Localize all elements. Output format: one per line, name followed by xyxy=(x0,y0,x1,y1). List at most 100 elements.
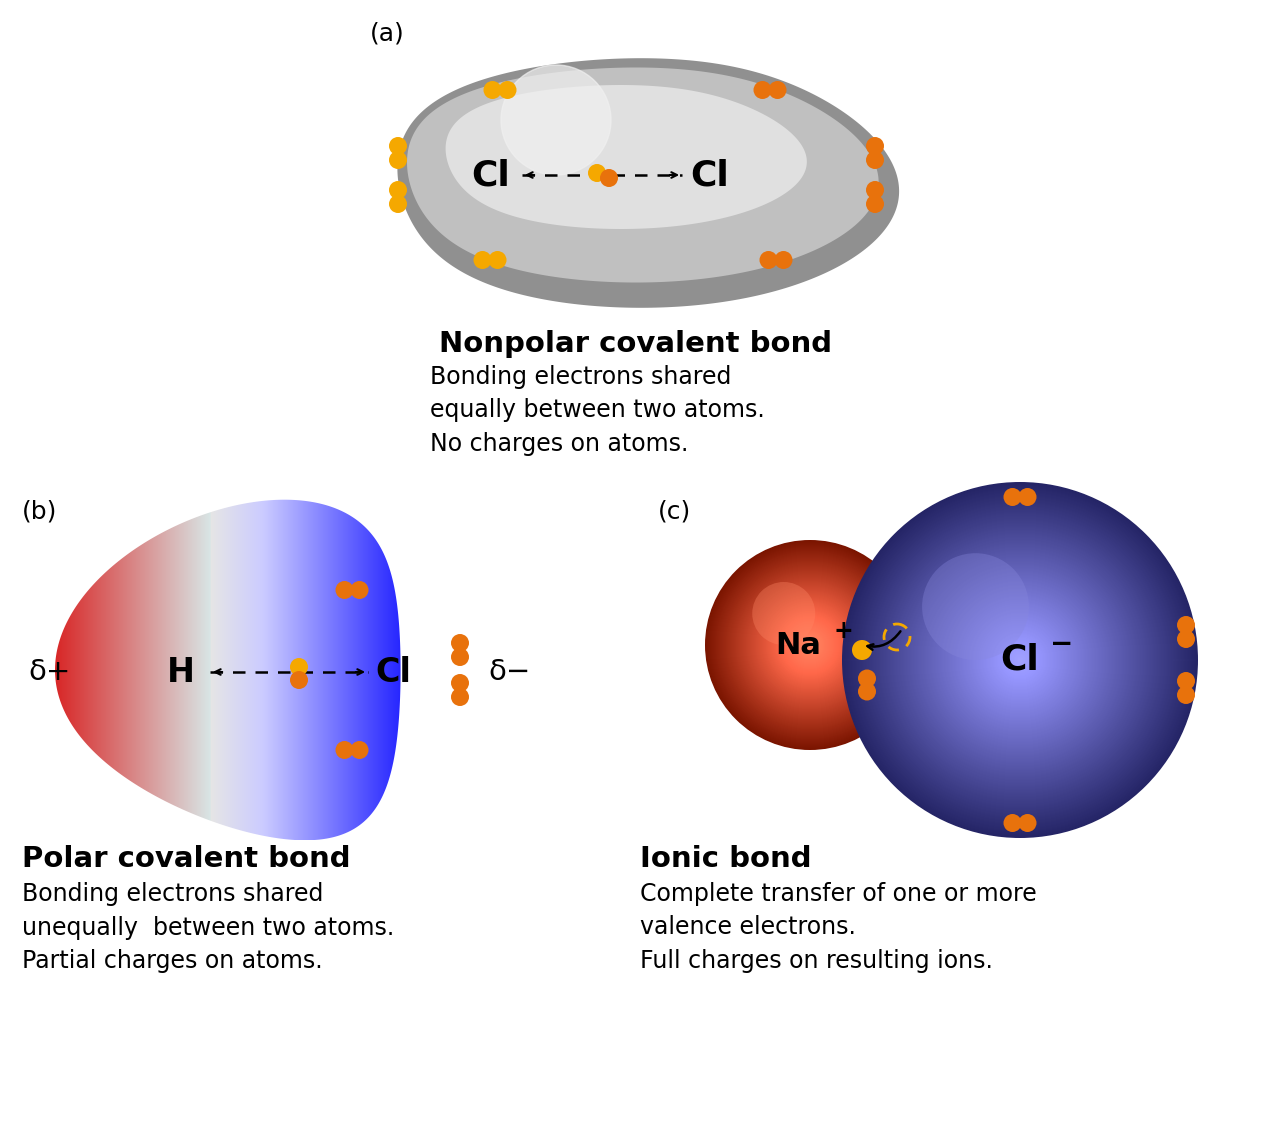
Circle shape xyxy=(879,519,1161,801)
Circle shape xyxy=(748,583,873,707)
Circle shape xyxy=(1015,655,1025,665)
Circle shape xyxy=(918,557,1122,763)
Circle shape xyxy=(963,603,1077,717)
Text: Complete transfer of one or more
valence electrons.
Full charges on resulting io: Complete transfer of one or more valence… xyxy=(640,881,1037,973)
Circle shape xyxy=(290,671,308,689)
Circle shape xyxy=(706,540,915,749)
Circle shape xyxy=(932,572,1108,748)
Circle shape xyxy=(854,494,1186,826)
Circle shape xyxy=(949,589,1091,731)
Circle shape xyxy=(712,547,908,743)
Circle shape xyxy=(709,543,912,747)
Circle shape xyxy=(717,552,903,738)
Circle shape xyxy=(842,482,1198,838)
Circle shape xyxy=(865,505,1175,815)
Circle shape xyxy=(806,641,814,649)
Circle shape xyxy=(795,630,826,661)
Circle shape xyxy=(925,565,1116,755)
Circle shape xyxy=(1019,813,1037,832)
Circle shape xyxy=(725,560,895,730)
Circle shape xyxy=(753,80,772,99)
Circle shape xyxy=(452,634,469,651)
Circle shape xyxy=(873,512,1168,808)
Circle shape xyxy=(922,562,1118,758)
Circle shape xyxy=(729,564,890,726)
Circle shape xyxy=(731,566,888,723)
Circle shape xyxy=(714,548,907,742)
Circle shape xyxy=(786,621,834,668)
Circle shape xyxy=(927,566,1113,753)
Text: Cl: Cl xyxy=(1001,644,1039,678)
Circle shape xyxy=(758,593,862,697)
Circle shape xyxy=(876,516,1164,804)
Circle shape xyxy=(724,559,895,731)
Circle shape xyxy=(707,542,913,748)
Circle shape xyxy=(499,80,516,99)
Circle shape xyxy=(971,610,1070,710)
Circle shape xyxy=(859,682,876,700)
Circle shape xyxy=(792,628,827,662)
Circle shape xyxy=(983,623,1057,697)
Text: (c): (c) xyxy=(658,500,691,523)
Circle shape xyxy=(890,531,1149,789)
Circle shape xyxy=(965,606,1074,714)
Text: Bonding electrons shared
unequally  between two atoms.
Partial charges on atoms.: Bonding electrons shared unequally betwe… xyxy=(22,881,394,973)
Circle shape xyxy=(948,588,1091,732)
Circle shape xyxy=(931,571,1109,749)
Circle shape xyxy=(452,674,469,692)
Circle shape xyxy=(805,640,815,650)
Circle shape xyxy=(979,620,1060,700)
Circle shape xyxy=(908,548,1132,772)
Text: Polar covalent bond: Polar covalent bond xyxy=(22,845,351,874)
Circle shape xyxy=(987,627,1053,693)
Circle shape xyxy=(965,605,1075,715)
Circle shape xyxy=(763,598,857,692)
Circle shape xyxy=(957,596,1084,724)
Circle shape xyxy=(955,595,1085,725)
Circle shape xyxy=(855,495,1186,825)
Circle shape xyxy=(1177,672,1194,690)
Circle shape xyxy=(1002,642,1038,678)
Circle shape xyxy=(846,486,1194,834)
Circle shape xyxy=(990,629,1051,691)
Circle shape xyxy=(716,551,904,739)
Circle shape xyxy=(917,557,1123,763)
Circle shape xyxy=(850,489,1191,830)
Circle shape xyxy=(848,489,1191,830)
Circle shape xyxy=(719,554,901,736)
Circle shape xyxy=(893,533,1147,787)
Circle shape xyxy=(922,553,1029,661)
Circle shape xyxy=(501,65,611,174)
Circle shape xyxy=(968,608,1072,712)
Circle shape xyxy=(714,550,906,741)
Circle shape xyxy=(351,741,369,759)
Circle shape xyxy=(1019,659,1021,661)
Circle shape xyxy=(862,503,1177,817)
Circle shape xyxy=(452,688,469,706)
Circle shape xyxy=(759,252,777,269)
Text: Ionic bond: Ionic bond xyxy=(640,845,812,874)
Circle shape xyxy=(600,169,618,187)
Circle shape xyxy=(913,553,1127,767)
Circle shape xyxy=(985,625,1054,695)
Circle shape xyxy=(777,612,843,678)
Circle shape xyxy=(884,523,1156,796)
Circle shape xyxy=(979,619,1061,701)
Circle shape xyxy=(856,496,1184,824)
Circle shape xyxy=(1018,658,1021,662)
Circle shape xyxy=(899,539,1141,781)
Circle shape xyxy=(1006,646,1034,674)
Circle shape xyxy=(771,606,848,684)
Circle shape xyxy=(892,533,1149,787)
Circle shape xyxy=(1005,645,1035,675)
Circle shape xyxy=(588,164,605,182)
Circle shape xyxy=(742,577,878,713)
Circle shape xyxy=(861,501,1179,819)
Circle shape xyxy=(881,522,1158,798)
Text: H: H xyxy=(167,656,195,689)
Circle shape xyxy=(999,639,1040,681)
Circle shape xyxy=(731,566,889,724)
Circle shape xyxy=(775,610,845,680)
Circle shape xyxy=(977,617,1063,702)
Circle shape xyxy=(995,634,1046,685)
